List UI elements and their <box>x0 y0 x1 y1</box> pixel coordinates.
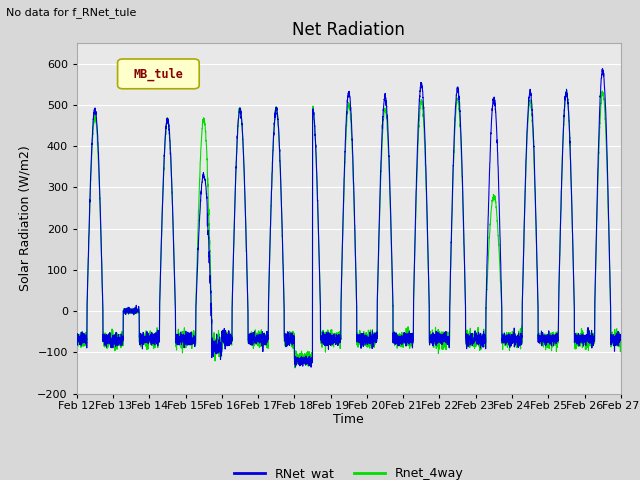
Legend: RNet_wat, Rnet_4way: RNet_wat, Rnet_4way <box>229 462 468 480</box>
Text: No data for f_RNet_tule: No data for f_RNet_tule <box>6 7 137 18</box>
FancyBboxPatch shape <box>118 59 199 89</box>
X-axis label: Time: Time <box>333 413 364 426</box>
Y-axis label: Solar Radiation (W/m2): Solar Radiation (W/m2) <box>19 145 32 291</box>
Title: Net Radiation: Net Radiation <box>292 21 405 39</box>
Text: MB_tule: MB_tule <box>134 67 183 81</box>
